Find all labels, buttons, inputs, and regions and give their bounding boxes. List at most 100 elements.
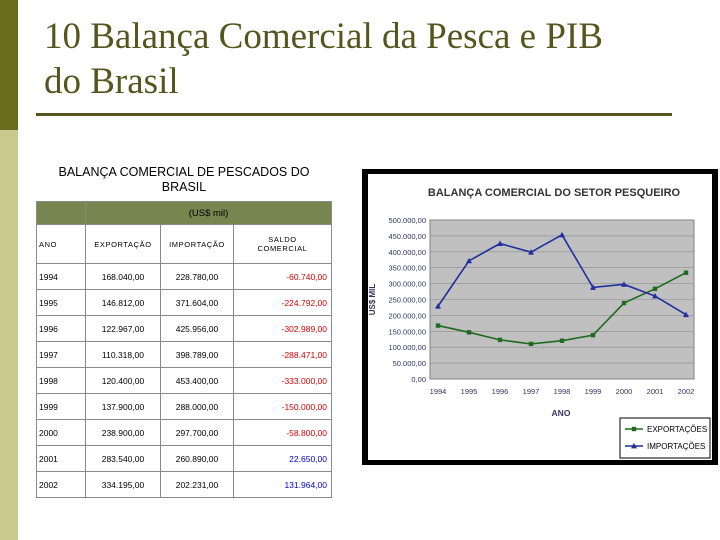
- cell-ano: 2002: [36, 471, 86, 498]
- y-tick-label: 250.000,00: [388, 296, 426, 305]
- cell-ano: 1998: [36, 367, 86, 394]
- cell-saldo: 22.650,00: [233, 445, 332, 472]
- table-row: 2000 238.900,00 297.700,00 -58.800,00: [36, 419, 332, 446]
- y-tick-label: 350.000,00: [388, 264, 426, 273]
- table-row: 1995 146.812,00 371.604,00 -224.792,00: [36, 289, 332, 316]
- header-importacao: IMPORTAÇÃO: [160, 224, 234, 264]
- y-tick-label: 400.000,00: [388, 248, 426, 257]
- y-tick-label: 50.000,00: [393, 359, 426, 368]
- sidebar-accent-dark: [0, 0, 18, 130]
- header-saldo: SALDO COMERCIAL: [233, 224, 332, 264]
- sidebar-accent-light: [0, 130, 18, 540]
- data-point: [683, 311, 689, 318]
- cell-exportacao: 137.900,00: [85, 393, 161, 420]
- table-unit-row: (US$ mil): [36, 201, 332, 225]
- y-tick-label: 300.000,00: [388, 280, 426, 289]
- cell-ano: 1997: [36, 341, 86, 368]
- legend-marker: [631, 443, 637, 449]
- title-underline: [36, 113, 672, 116]
- data-point: [590, 284, 596, 290]
- legend-marker: [631, 426, 637, 432]
- cell-exportacao: 110.318,00: [85, 341, 161, 368]
- data-point: [652, 293, 658, 299]
- cell-saldo: -288.471,00: [233, 341, 332, 368]
- chart-title: BALANÇA COMERCIAL DO SETOR PESQUEIRO: [428, 187, 681, 199]
- header-exportacao: EXPORTAÇÃO: [85, 224, 161, 264]
- y-tick-label: 150.000,00: [388, 327, 426, 336]
- cell-ano: 1996: [36, 315, 86, 342]
- table-row: 1996 122.967,00 425.956,00 -302.989,00: [36, 315, 332, 342]
- data-point: [590, 332, 596, 338]
- legend-label: EXPORTAÇÕES: [647, 425, 707, 434]
- y-tick-label: 500.000,00: [388, 216, 426, 225]
- legend-label: IMPORTAÇÕES: [647, 442, 705, 451]
- y-tick-label: 0,00: [411, 375, 426, 384]
- cell-exportacao: 146.812,00: [85, 289, 161, 316]
- unit-row-blank-cell: [36, 201, 86, 225]
- cell-saldo: -302.989,00: [233, 315, 332, 342]
- y-tick-label: 100.000,00: [388, 343, 426, 352]
- cell-ano: 2000: [36, 419, 86, 446]
- x-tick-label: 2002: [678, 387, 695, 396]
- x-tick-label: 1996: [492, 387, 509, 396]
- table-unit-cell: (US$ mil): [85, 201, 332, 225]
- table-row: 1997 110.318,00 398.789,00 -288.471,00: [36, 341, 332, 368]
- data-point: [559, 338, 565, 343]
- data-point: [466, 330, 472, 335]
- table-row: 1999 137.900,00 288.000,00 -150.000,00: [36, 393, 332, 420]
- cell-ano: 2001: [36, 445, 86, 472]
- cell-saldo: -224.792,00: [233, 289, 332, 316]
- data-point: [528, 341, 534, 347]
- cell-ano: 1994: [36, 263, 86, 290]
- table-row: 1994 168.040,00 228.780,00 -60.740,00: [36, 263, 332, 290]
- cell-saldo: -58.800,00: [233, 419, 332, 446]
- cell-importacao: 202.231,00: [160, 471, 234, 498]
- cell-exportacao: 283.540,00: [85, 445, 161, 472]
- x-tick-label: 2000: [616, 387, 633, 396]
- table-row: 2002 334.195,00 202.231,00 131.964,00: [36, 471, 332, 498]
- cell-saldo: -150.000,00: [233, 393, 332, 420]
- cell-exportacao: 334.195,00: [85, 471, 161, 498]
- cell-exportacao: 238.900,00: [85, 419, 161, 446]
- x-tick-label: 1994: [430, 387, 447, 396]
- cell-importacao: 260.890,00: [160, 445, 234, 472]
- table-header-row: ANO EXPORTAÇÃO IMPORTAÇÃO SALDO COMERCIA…: [36, 224, 332, 264]
- data-point: [497, 337, 503, 343]
- y-tick-label: 200.000,00: [388, 311, 426, 320]
- legend-box: [619, 417, 711, 459]
- cell-saldo: -333.000,00: [233, 367, 332, 394]
- cell-importacao: 425.956,00: [160, 315, 234, 342]
- cell-ano: 1999: [36, 393, 86, 420]
- cell-exportacao: 120.400,00: [85, 367, 161, 394]
- x-tick-label: 1998: [554, 387, 571, 396]
- slide-title-line1: 10 Balança Comercial da Pesca e PIB: [44, 16, 603, 57]
- data-point: [435, 303, 441, 309]
- table-row: 1998 120.400,00 453.400,00 -333.000,00: [36, 367, 332, 394]
- header-ano: ANO: [36, 224, 86, 264]
- trade-balance-chart: BALANÇA COMERCIAL DO SETOR PESQUEIRO 0,00…: [368, 187, 711, 459]
- cell-importacao: 398.789,00: [160, 341, 234, 368]
- slide-title: 10 Balança Comercial da Pesca e PIB do B…: [44, 14, 684, 104]
- table-title-line2: BRASIL: [161, 180, 207, 194]
- table-title: BALANÇA COMERCIAL DE PESCADOS DO BRASIL: [38, 165, 330, 195]
- data-point: [435, 323, 441, 328]
- cell-importacao: 288.000,00: [160, 393, 234, 420]
- cell-ano: 1995: [36, 289, 86, 316]
- table-title-line1: BALANÇA COMERCIAL DE PESCADOS DO: [58, 165, 310, 179]
- data-point: [621, 281, 627, 287]
- cell-saldo: -60.740,00: [233, 263, 332, 290]
- cell-importacao: 297.700,00: [160, 419, 234, 446]
- y-axis-label: US$ MIL: [368, 284, 377, 316]
- data-point: [683, 270, 689, 275]
- y-tick-label: 450.000,00: [388, 232, 426, 241]
- data-point: [621, 300, 627, 306]
- header-saldo-line2: COMERCIAL: [257, 244, 308, 253]
- cell-importacao: 453.400,00: [160, 367, 234, 394]
- data-point: [559, 231, 565, 238]
- x-tick-label: 2001: [647, 387, 664, 396]
- cell-saldo: 131.964,00: [233, 471, 332, 498]
- cell-importacao: 228.780,00: [160, 263, 234, 290]
- data-point: [528, 249, 534, 255]
- data-point: [466, 257, 472, 264]
- data-point: [652, 286, 658, 292]
